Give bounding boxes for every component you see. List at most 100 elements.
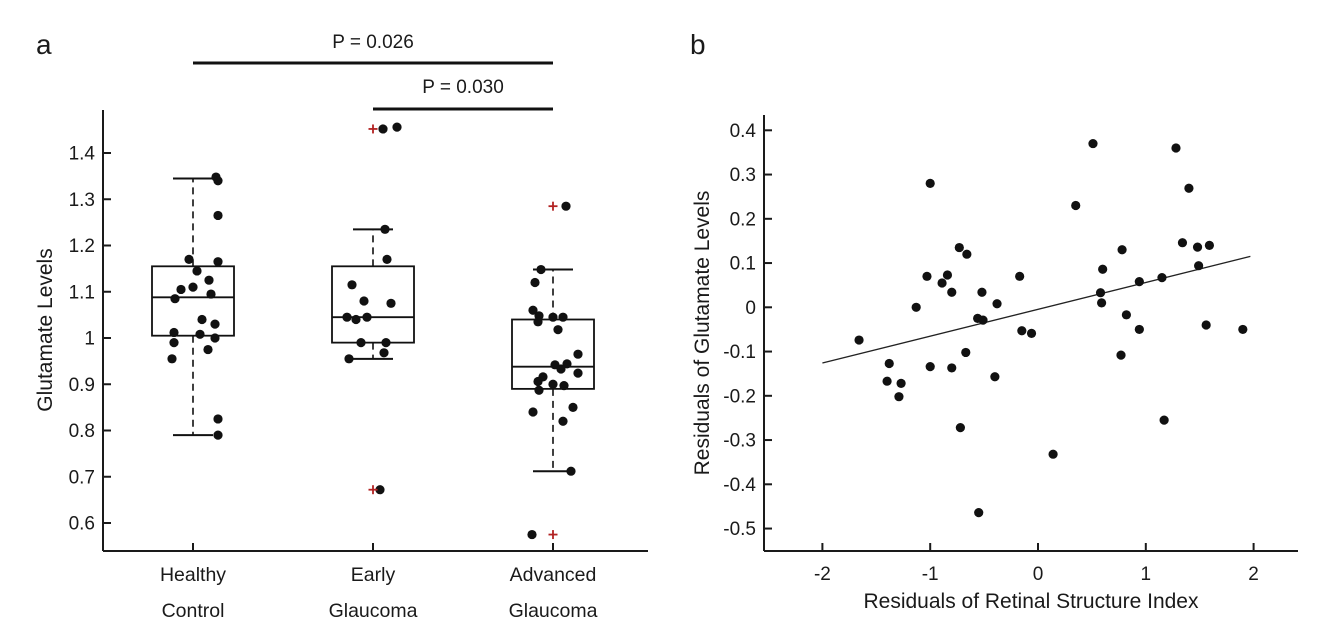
data-point [210, 333, 220, 343]
data-point [1116, 350, 1126, 360]
data-point [362, 312, 372, 322]
data-point [204, 275, 214, 285]
panel-b-y-tick-label: -0.4 [723, 475, 756, 496]
panel-a-y-axis-title: Glutamate Levels [34, 248, 57, 411]
data-point [1026, 328, 1037, 339]
data-point [942, 270, 953, 280]
panel-b-y-tick-label: -0.1 [723, 342, 756, 363]
data-point [1095, 288, 1106, 298]
data-point [213, 257, 223, 267]
panel-a-y-tick-label: 0.7 [69, 467, 95, 488]
panel-b-y-tick-label: 0.4 [730, 121, 757, 142]
group-label-early-line2: Glaucoma [329, 600, 418, 622]
data-point [568, 402, 578, 412]
data-point [380, 224, 390, 234]
panel-b-y-axis-title: Residuals of Glutamate Levels [691, 191, 714, 476]
panel-a-y-tick-label: 1.1 [69, 282, 95, 303]
data-point [342, 312, 352, 322]
data-point [213, 430, 223, 440]
data-point [533, 317, 543, 327]
data-point [947, 363, 957, 373]
data-point [1015, 271, 1025, 281]
data-point [1017, 326, 1027, 336]
data-point [961, 347, 971, 358]
data-point [188, 282, 198, 292]
data-point [1201, 320, 1211, 330]
data-point [169, 338, 179, 348]
data-point [992, 299, 1002, 309]
panel-a-y-tick-label: 1.3 [69, 190, 95, 211]
data-point [558, 312, 568, 322]
panel-a-plot: 1.4 1.3 1.2 1.1 1 0.9 0.8 0.7 0.6 [69, 61, 648, 552]
data-point [534, 385, 544, 395]
data-point [386, 298, 396, 308]
data-point [210, 319, 220, 329]
data-point [1134, 277, 1144, 287]
data-point [561, 201, 571, 211]
data-point [375, 485, 385, 495]
data-point [1121, 310, 1131, 320]
data-point [922, 271, 932, 281]
panel-b-y-tick-label: 0.1 [730, 254, 756, 275]
data-point [884, 358, 894, 369]
data-point [548, 379, 558, 389]
data-point [1097, 298, 1107, 308]
data-point [566, 466, 576, 476]
data-point [556, 364, 566, 374]
data-point [974, 508, 984, 518]
data-point [206, 289, 216, 299]
data-point [213, 176, 223, 186]
data-point [527, 529, 537, 540]
data-point [911, 302, 921, 312]
group-label-advanced-line1: Advanced [510, 564, 597, 586]
panel-a-y-tick-label: 1.4 [69, 144, 96, 165]
data-point [937, 278, 947, 288]
data-point [528, 407, 538, 417]
significance-label-1: P = 0.026 [332, 32, 414, 53]
data-point [192, 266, 202, 276]
data-point [894, 392, 904, 402]
data-point [359, 296, 369, 306]
data-point [977, 287, 987, 297]
data-point [167, 354, 177, 364]
panel-b-y-tick-label: 0 [745, 298, 756, 319]
panel-b-label: b [690, 29, 706, 60]
panel-b-plot: 0.4 0.3 0.2 0.1 0 -0.1 -0.2 -0.3 -0.4 -0.5 -2 -1 0 1 2 [723, 115, 1298, 585]
data-point [896, 378, 906, 389]
panel-b-y-tick-label: -0.2 [723, 386, 756, 407]
data-point [882, 376, 892, 386]
data-point [381, 338, 391, 348]
data-point [1098, 264, 1108, 274]
group-label-healthy-line2: Control [162, 600, 225, 622]
data-point [1048, 449, 1058, 459]
panel-b-x-tick-label: -1 [922, 564, 939, 585]
panel-b-y-tick-label: -0.3 [723, 431, 756, 452]
data-point [1194, 261, 1204, 271]
data-point [962, 249, 972, 259]
data-point [573, 349, 583, 359]
data-point [533, 376, 543, 387]
data-point [1071, 200, 1081, 211]
data-point [356, 338, 366, 348]
data-point [854, 335, 864, 345]
data-point [213, 210, 223, 221]
data-point [382, 254, 392, 264]
panel-b-x-tick-label: 0 [1033, 564, 1044, 585]
data-point [954, 242, 964, 253]
data-point [195, 329, 205, 339]
panel-a-y-tick-label: 1 [84, 329, 95, 350]
panel-b-x-tick-label: 2 [1248, 564, 1259, 585]
panel-a-y-tick-label: 1.2 [69, 236, 95, 257]
data-point [184, 254, 194, 264]
data-point [548, 312, 558, 322]
data-point [1117, 245, 1127, 255]
data-point [990, 372, 1000, 382]
data-point [558, 416, 568, 426]
data-point [213, 414, 223, 424]
data-point [1238, 324, 1248, 335]
data-point [947, 287, 957, 297]
data-point [170, 294, 180, 304]
data-point [1184, 183, 1194, 193]
group-label-healthy-line1: Healthy [160, 564, 226, 586]
